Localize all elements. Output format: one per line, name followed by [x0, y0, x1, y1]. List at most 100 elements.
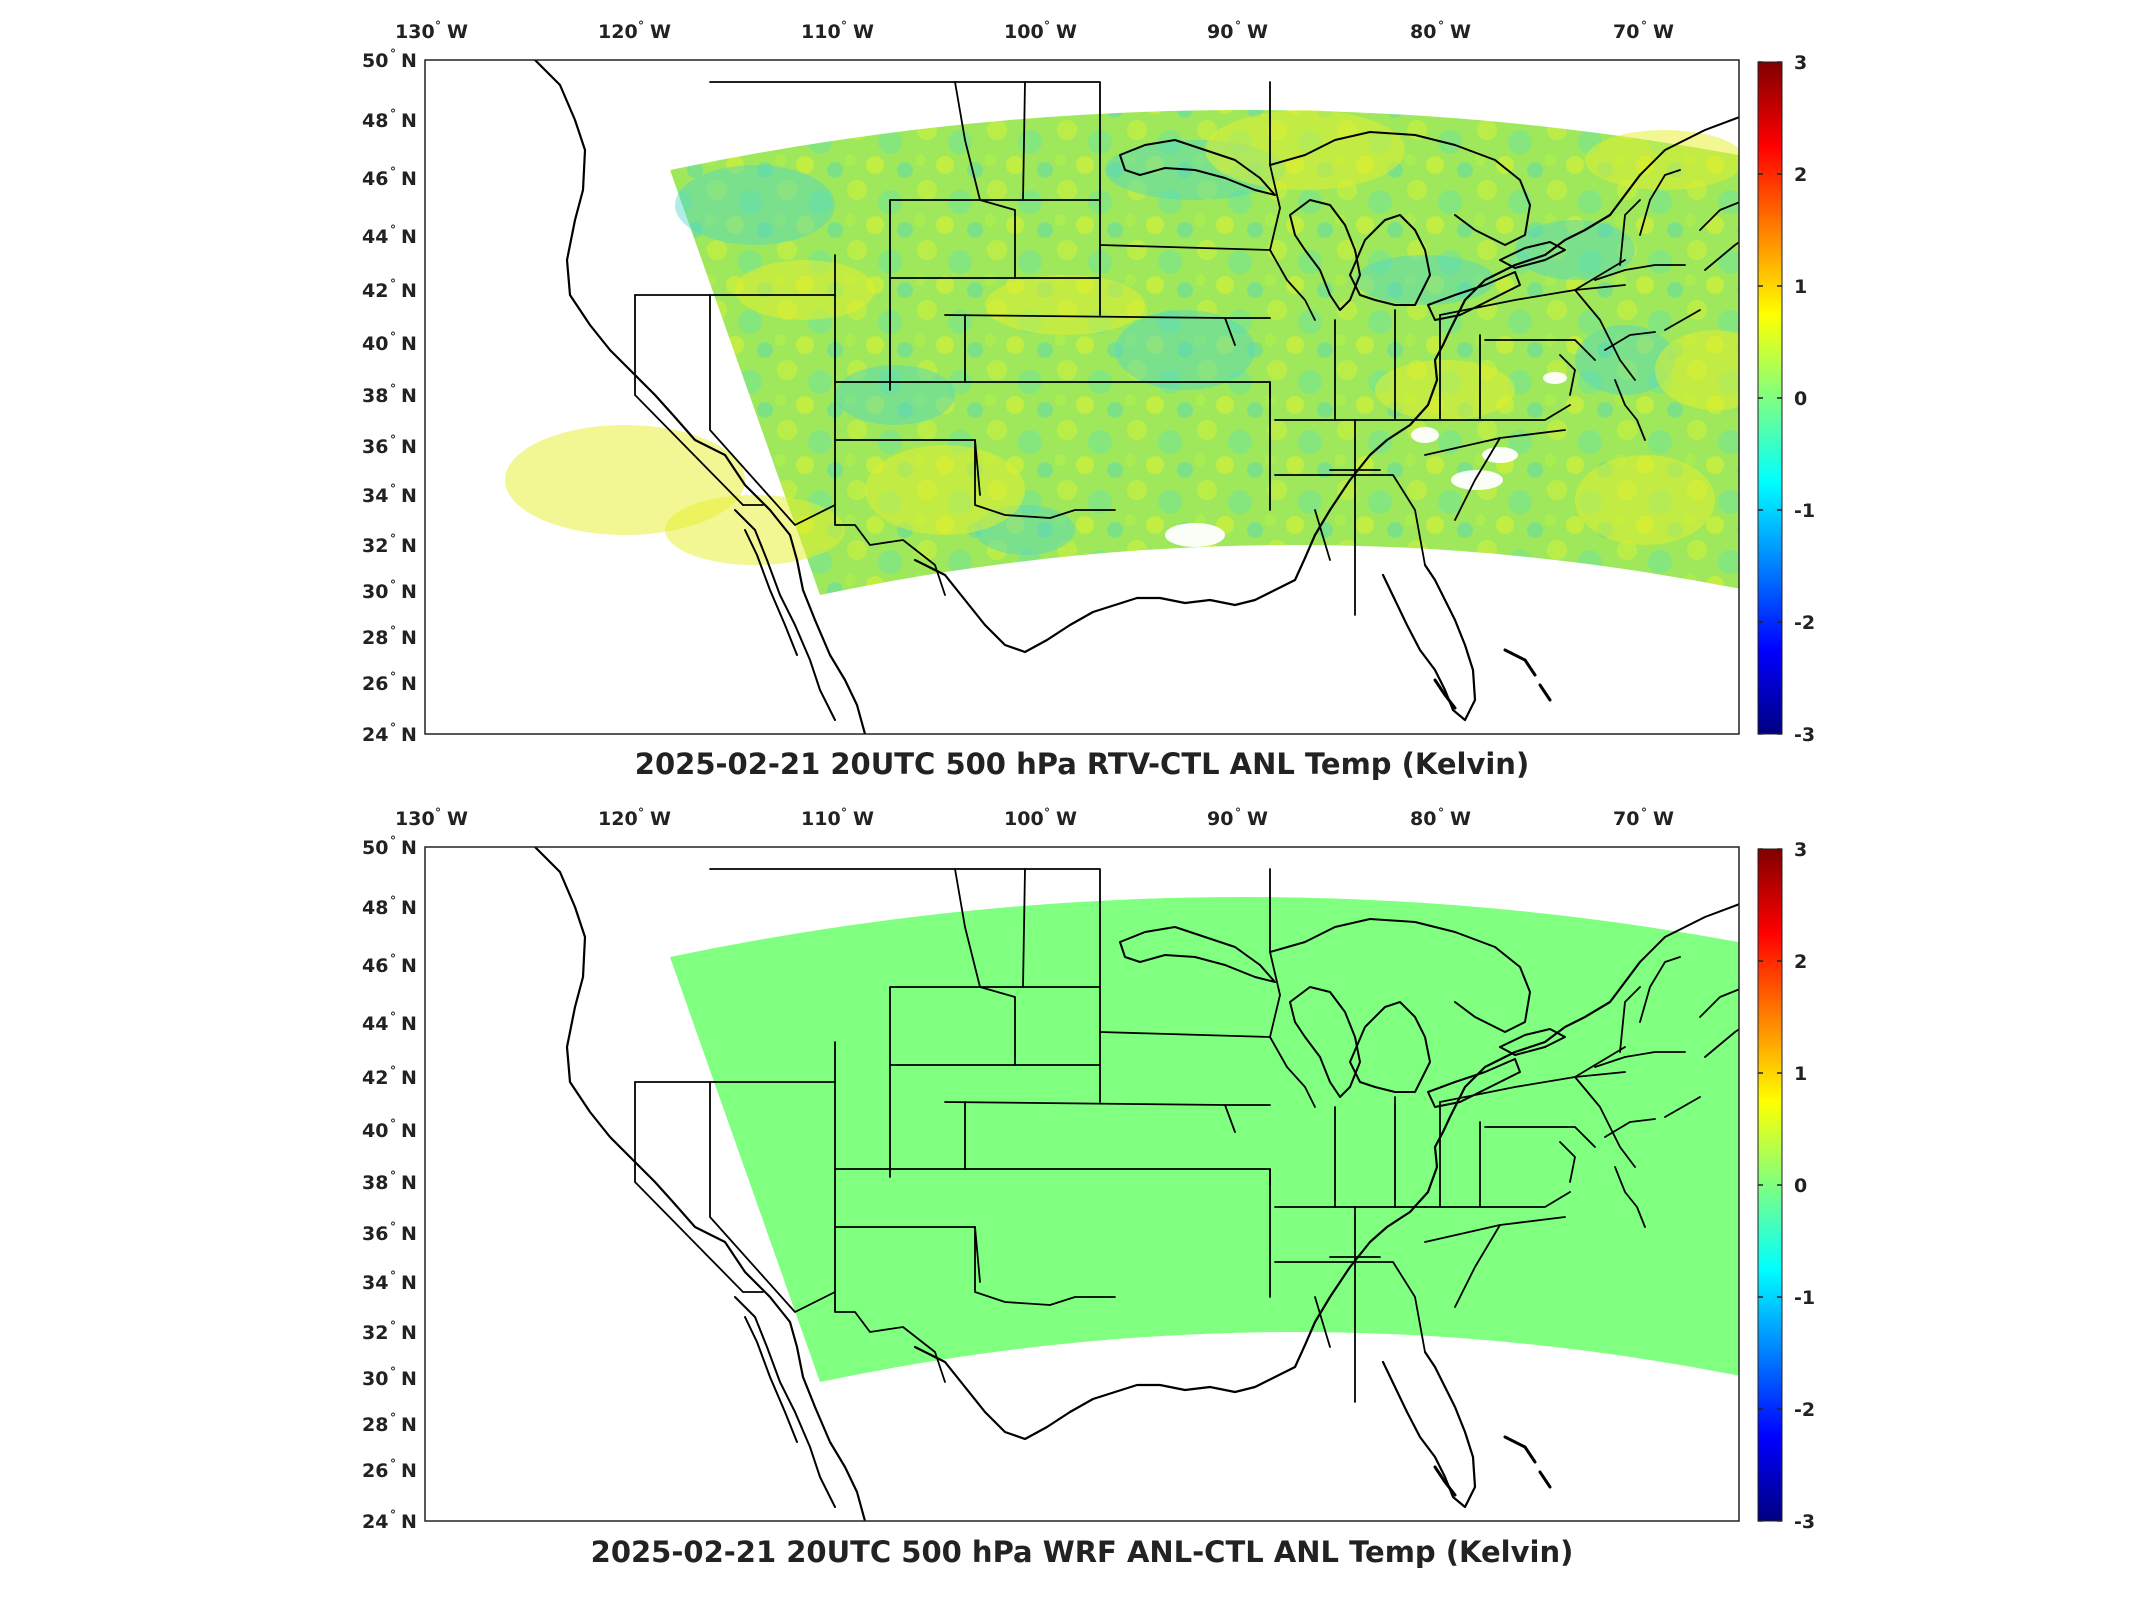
degree-symbol: °: [1438, 19, 1444, 33]
latitude-hemisphere: N: [401, 724, 417, 746]
latitude-label: 38: [362, 385, 388, 407]
northeast-coastline: [1639, 903, 1739, 963]
latitude-label: 48: [362, 110, 388, 132]
state-boundary: [1574, 1076, 1636, 1168]
state-boundary: [1424, 404, 1571, 421]
longitude-hemisphere: W: [1450, 808, 1471, 830]
longitude-label: 110: [801, 21, 841, 43]
state-boundary: [1559, 354, 1576, 396]
longitude-hemisphere: W: [447, 21, 468, 43]
latitude-hemisphere: N: [401, 333, 417, 355]
degree-symbol: °: [390, 532, 396, 546]
baja-coastline-inner: [744, 1316, 798, 1443]
colorbar: 3 2 1 0 -1 -2 -3: [1757, 839, 1815, 1533]
colorbar-tick-label: 2: [1794, 951, 1807, 973]
pacific-coastline: [533, 847, 867, 1521]
newfoundland-coastline: [1840, 847, 1885, 912]
great-lake: [1289, 986, 1361, 1098]
colorbar-tick-label: -2: [1794, 612, 1815, 634]
state-boundary: [1484, 339, 1596, 361]
latitude-hemisphere: N: [401, 485, 417, 507]
missing-data: [1482, 447, 1518, 463]
longitude-label: 100: [1004, 808, 1044, 830]
degree-symbol: °: [390, 1411, 396, 1425]
latitude-label: 28: [362, 627, 388, 649]
degree-symbol: °: [390, 277, 396, 291]
latitude-label: 32: [362, 535, 388, 557]
latitude-hemisphere: N: [401, 1120, 417, 1142]
latitude-label: 46: [362, 955, 388, 977]
cool-anomaly: [1115, 310, 1255, 390]
longitude-hemisphere: W: [853, 808, 874, 830]
degree-symbol: °: [390, 1010, 396, 1024]
latitude-hemisphere: N: [401, 385, 417, 407]
great-lake: [1119, 926, 1276, 983]
gulf-atlantic-coastline: [913, 173, 1642, 654]
state-boundary: [974, 1226, 981, 1283]
latitude-label: 26: [362, 673, 388, 695]
state-boundary: [1574, 289, 1636, 381]
island-coastline: [1433, 678, 1457, 710]
cool-anomaly: [675, 165, 835, 245]
state-boundary: [974, 439, 981, 496]
latitude-hemisphere: N: [401, 110, 417, 132]
state-boundary: [1699, 201, 1739, 231]
baja-coastline-inner: [744, 529, 798, 656]
degree-symbol: °: [390, 1117, 396, 1131]
state-boundary: [1614, 1166, 1646, 1228]
longitude-label: 120: [598, 808, 638, 830]
latitude-label: 42: [362, 280, 388, 302]
longitude-hemisphere: W: [1056, 21, 1077, 43]
state-boundary: [709, 1081, 836, 1313]
state-boundary: [709, 294, 836, 526]
island-coastline: [1433, 1465, 1457, 1497]
latitude-label: 50: [362, 837, 388, 859]
canada-border: [1269, 918, 1531, 1033]
degree-symbol: °: [390, 1169, 396, 1183]
colorbar-tick-label: -1: [1794, 500, 1815, 522]
degree-symbol: °: [1438, 806, 1444, 820]
longitude-label: 110: [801, 808, 841, 830]
longitude-label: 70: [1613, 21, 1639, 43]
latitude-label: 36: [362, 436, 388, 458]
state-boundary: [834, 1226, 946, 1383]
longitude-hemisphere: W: [447, 808, 468, 830]
state-boundary: [889, 199, 1101, 391]
state-boundary: [1286, 1066, 1316, 1108]
warm-anomaly: [985, 275, 1145, 335]
state-boundary: [1639, 169, 1681, 236]
panel-title: 2025-02-21 20UTC 500 hPa WRF ANL-CTL ANL…: [591, 1535, 1574, 1569]
degree-symbol: °: [390, 894, 396, 908]
gulf-atlantic-coastline: [913, 960, 1642, 1441]
latitude-hemisphere: N: [401, 1368, 417, 1390]
degree-symbol: °: [1044, 19, 1050, 33]
degree-symbol: °: [638, 19, 644, 33]
state-boundary: [1785, 120, 1855, 170]
great-lake: [1289, 199, 1361, 311]
latitude-label: 38: [362, 1172, 388, 1194]
latitude-label: 36: [362, 1223, 388, 1245]
degree-symbol: °: [638, 806, 644, 820]
colorbar-tick-label: 0: [1794, 388, 1807, 410]
warm-anomaly: [1585, 130, 1739, 190]
state-boundary: [889, 986, 1101, 1178]
latitude-hemisphere: N: [401, 955, 417, 977]
latitude-label: 40: [362, 1120, 388, 1142]
state-boundary: [1274, 1261, 1426, 1353]
latitude-hemisphere: N: [401, 280, 417, 302]
degree-symbol: °: [390, 223, 396, 237]
missing-data: [1451, 470, 1503, 490]
longitude-hemisphere: W: [853, 21, 874, 43]
colorbar-tick-label: 3: [1794, 839, 1807, 861]
cool-anomaly: [1575, 325, 1675, 395]
state-boundary: [1022, 868, 1026, 988]
latitude-label: 40: [362, 333, 388, 355]
degree-symbol: °: [390, 1365, 396, 1379]
degree-symbol: °: [390, 1457, 396, 1471]
degree-symbol: °: [390, 1269, 396, 1283]
state-boundary: [1805, 987, 1825, 1047]
latitude-hemisphere: N: [401, 168, 417, 190]
state-boundary: [834, 439, 946, 596]
latitude-hemisphere: N: [401, 581, 417, 603]
